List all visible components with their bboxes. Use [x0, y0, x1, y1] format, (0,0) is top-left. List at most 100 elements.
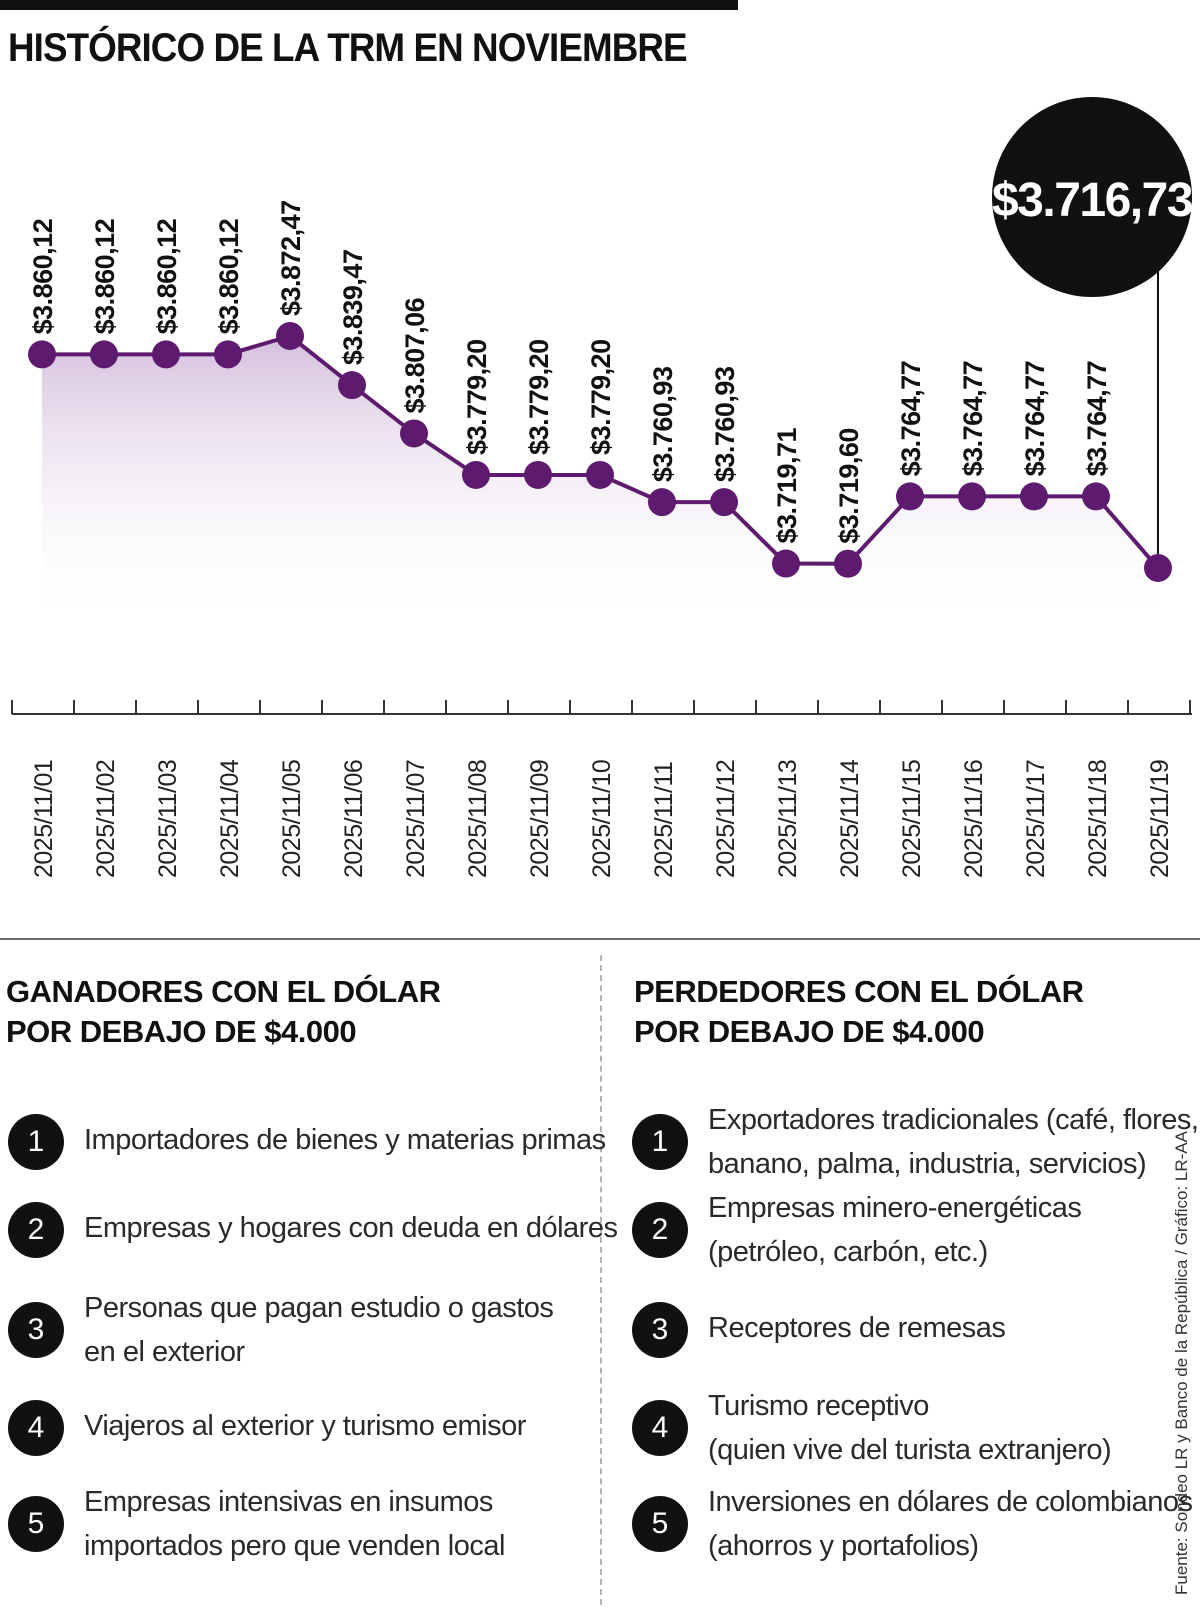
x-tick-label: 2025/11/06 [340, 760, 368, 878]
x-tick-label: 2025/11/19 [1146, 760, 1174, 878]
x-tick-label: 2025/11/18 [1084, 760, 1112, 878]
data-point [896, 482, 924, 511]
data-point [834, 549, 862, 578]
data-label: $3.779,20 [586, 339, 616, 455]
data-point [1020, 482, 1048, 511]
data-label: $3.860,12 [28, 219, 58, 335]
x-tick-label: 2025/11/05 [278, 760, 306, 878]
list-item-line: (quien vive del turista extranjero) [708, 1434, 1112, 1466]
list-item-line: Importadores de bienes y materias primas [84, 1124, 606, 1156]
x-tick-label: 2025/11/13 [774, 760, 802, 878]
callout-circle [992, 97, 1192, 297]
losers-heading-line-2: POR DEBAJO DE $4.000 [634, 1014, 985, 1049]
top-rule [0, 0, 738, 10]
data-label: $3.807,06 [400, 297, 430, 413]
list-item: 4 Turismo receptivo (quien vive del turist… [632, 1390, 1112, 1472]
data-label: $3.764,77 [1082, 361, 1112, 477]
number-badge: 3 [632, 1302, 688, 1358]
data-point [648, 488, 676, 517]
list-item-text: Empresas minero-energéticas (petróleo, ca… [708, 1186, 1082, 1274]
x-tick-label: 2025/11/17 [1022, 760, 1050, 878]
data-label: $3.760,93 [648, 366, 678, 482]
list-item-line: Empresas intensivas en insumos [84, 1486, 493, 1518]
list-item-text: Turismo receptivo (quien vive del turista… [708, 1384, 1112, 1472]
number-badge: 1 [8, 1114, 64, 1170]
data-label: $3.719,71 [772, 427, 802, 543]
data-label: $3.764,77 [958, 361, 988, 477]
x-tick-label: 2025/11/16 [960, 760, 988, 878]
list-item-line: Empresas y hogares con deuda en dólares [84, 1212, 618, 1244]
number-badge: 5 [8, 1496, 64, 1552]
data-point [772, 549, 800, 578]
data-label: $3.779,20 [462, 339, 492, 455]
data-point [1082, 482, 1110, 511]
list-item-text: Receptores de remesas [708, 1306, 1006, 1350]
section-divider [0, 938, 1200, 940]
list-item-line: (ahorros y portafolios) [708, 1530, 979, 1562]
number-badge: 2 [8, 1202, 64, 1258]
list-item-text: Exportadores tradicionales (café, flores… [708, 1098, 1199, 1186]
x-tick-label: 2025/11/01 [30, 760, 58, 878]
x-tick-label: 2025/11/09 [526, 760, 554, 878]
losers-heading-line-1: PERDEDORES CON EL DÓLAR [634, 974, 1084, 1009]
data-label: $3.719,60 [834, 428, 864, 544]
list-item-text: Empresas intensivas en insumos importados… [84, 1480, 505, 1568]
data-point [90, 340, 118, 369]
winners-heading-line-1: GANADORES CON EL DÓLAR [6, 974, 441, 1009]
list-item: 1 Importadores de bienes y materias prima… [8, 1114, 606, 1170]
list-item-line: Receptores de remesas [708, 1312, 1006, 1344]
column-divider [600, 955, 602, 1605]
list-item: 2 Empresas minero-energéticas (petróleo, c… [632, 1192, 1082, 1274]
x-tick-label: 2025/11/08 [464, 760, 492, 878]
data-point [28, 340, 56, 369]
winners-heading: GANADORES CON EL DÓLAR POR DEBAJO DE $4.… [6, 972, 441, 1052]
data-point [276, 322, 304, 350]
list-item-line: Exportadores tradicionales (café, flores… [708, 1104, 1199, 1136]
x-tick-label: 2025/11/04 [216, 759, 244, 878]
data-label: $3.860,12 [152, 219, 182, 335]
number-badge: 3 [8, 1302, 64, 1358]
x-tick-label: 2025/11/12 [712, 760, 740, 878]
list-item: 3 Personas que pagan estudio o gastos en e… [8, 1292, 554, 1374]
x-tick-label: 2025/11/07 [402, 760, 430, 878]
list-item: 5 Empresas intensivas en insumos importado… [8, 1486, 505, 1568]
list-item-line: importados pero que venden local [84, 1530, 505, 1562]
number-badge: 2 [632, 1202, 688, 1258]
list-item-text: Viajeros al exterior y turismo emisor [84, 1404, 526, 1448]
source-credit: Fuente: Sondeo LR y Banco de la Repúblic… [1172, 1131, 1191, 1595]
list-item-text: Empresas y hogares con deuda en dólares [84, 1206, 618, 1250]
x-tick-label: 2025/11/10 [588, 760, 616, 878]
number-badge: 5 [632, 1496, 688, 1552]
list-item: 5 Inversiones en dólares de colombianos (a… [632, 1486, 1193, 1568]
number-badge: 1 [632, 1114, 688, 1170]
x-tick-label: 2025/11/14 [836, 759, 864, 878]
data-point [524, 460, 552, 489]
losers-heading: PERDEDORES CON EL DÓLAR POR DEBAJO DE $4… [634, 972, 1084, 1052]
list-item-line: en el exterior [84, 1336, 245, 1368]
trm-line-chart: $3.860,12 $3.860,12 $3.860,12 $3.860,12 $3.8… [11, 97, 1194, 878]
list-item: 4 Viajeros al exterior y turismo emisor [8, 1400, 526, 1456]
list-item-line: Empresas minero-energéticas [708, 1192, 1082, 1224]
list-item-line: Inversiones en dólares de colombianos [708, 1486, 1193, 1518]
data-label: $3.872,47 [276, 200, 306, 316]
data-label: $3.779,20 [524, 339, 554, 455]
data-label: $3.764,77 [1020, 361, 1050, 477]
list-item: 1 Exportadores tradicionales (café, flore… [632, 1104, 1199, 1186]
data-label: $3.839,47 [338, 250, 368, 366]
x-tick-label: 2025/11/11 [650, 762, 678, 878]
number-badge: 4 [8, 1400, 64, 1456]
data-point [710, 488, 738, 517]
number-badge: 4 [632, 1400, 688, 1456]
winners-heading-line-2: POR DEBAJO DE $4.000 [6, 1014, 357, 1049]
data-label: $3.764,77 [896, 361, 926, 477]
data-point [152, 340, 180, 369]
list-item-text: Inversiones en dólares de colombianos (ah… [708, 1480, 1193, 1568]
page-title: HISTÓRICO DE LA TRM EN NOVIEMBRE [8, 26, 688, 70]
data-label: $3.860,12 [214, 219, 244, 335]
x-tick-label: 2025/11/03 [154, 760, 182, 878]
x-tick-label: 2025/11/15 [898, 760, 926, 878]
list-item-line: Viajeros al exterior y turismo emisor [84, 1410, 526, 1442]
x-tick-label: 2025/11/02 [92, 760, 120, 878]
list-item: 3 Receptores de remesas [632, 1302, 1006, 1358]
data-point [1144, 554, 1172, 582]
